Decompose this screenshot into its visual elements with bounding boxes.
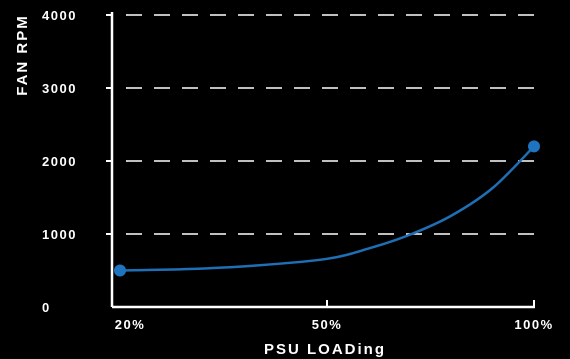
series-layer — [114, 140, 540, 277]
y-axis-title: FAN RPM — [14, 14, 31, 96]
y-tick-label: 2000 — [42, 154, 77, 169]
x-tick-label: 50% — [312, 317, 343, 332]
x-tick-label: 20% — [115, 317, 146, 332]
grid-lines — [126, 14, 540, 235]
x-axis-title: PSU LOADing — [264, 341, 386, 358]
data-point-marker — [114, 264, 126, 277]
axes — [106, 12, 535, 309]
y-tick-label: 4000 — [42, 8, 77, 23]
x-tick-label: 100% — [514, 317, 553, 332]
fan-curve-line — [118, 145, 536, 272]
tick-labels: 0 1000 2000 3000 4000 20% 50% 100% — [42, 8, 553, 332]
y-tick-label: 3000 — [42, 81, 77, 96]
data-point-marker — [528, 140, 540, 153]
y-tick-label: 0 — [42, 300, 51, 315]
y-tick-label: 1000 — [42, 227, 77, 242]
